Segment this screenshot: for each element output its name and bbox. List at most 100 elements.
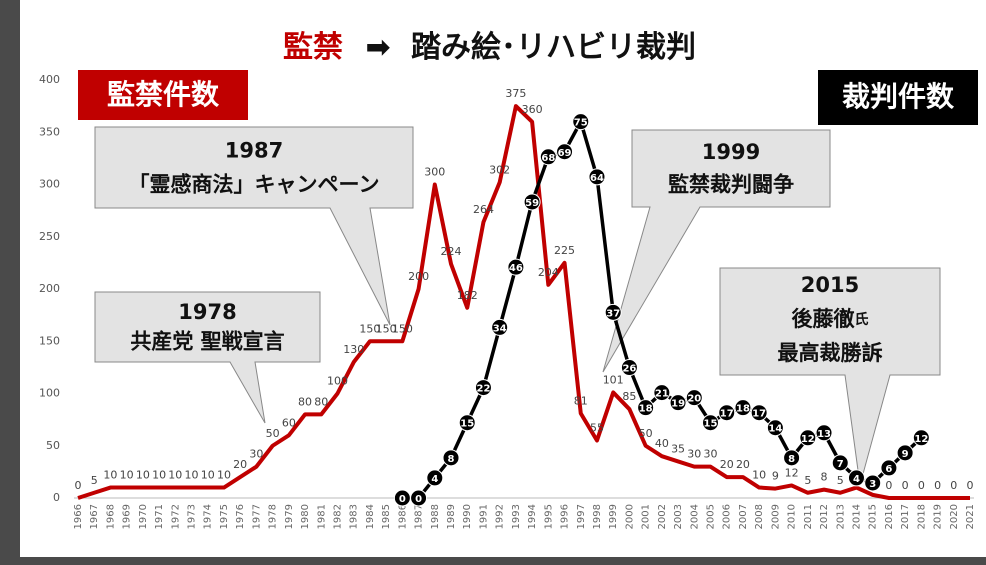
x-tick-label: 1996 xyxy=(560,504,571,529)
data-label: 8 xyxy=(821,471,828,484)
data-label: 0 xyxy=(902,479,909,492)
chart-title: 監禁 ➡ 踏み絵･リハビリ裁判 xyxy=(283,30,696,65)
x-tick-label: 2021 xyxy=(965,504,976,529)
data-label: 5 xyxy=(91,474,98,487)
data-label: 0 xyxy=(967,479,974,492)
data-label: 150 xyxy=(376,322,397,335)
x-tick-label: 1970 xyxy=(138,504,149,529)
x-tick-label: 1985 xyxy=(381,504,392,529)
y-tick-label: 300 xyxy=(39,178,60,191)
x-tick-label: 1968 xyxy=(105,504,116,529)
data-label: 46 xyxy=(509,263,523,274)
x-tick-label: 2006 xyxy=(722,504,733,529)
data-label: 20 xyxy=(736,458,750,471)
point xyxy=(880,459,898,477)
x-tick-label: 2010 xyxy=(787,504,798,529)
callout-text: 後藤徹氏 xyxy=(792,307,869,331)
callout xyxy=(719,267,941,486)
data-label: 15 xyxy=(460,419,474,430)
data-label: 8 xyxy=(788,454,795,465)
data-label: 40 xyxy=(655,437,669,450)
legend-label: 裁判件数 xyxy=(842,80,955,113)
point xyxy=(539,148,557,166)
point xyxy=(783,449,801,467)
data-label: 130 xyxy=(343,343,364,356)
x-tick-label: 2013 xyxy=(835,504,846,529)
x-tick-label: 2012 xyxy=(819,504,830,529)
point xyxy=(815,424,833,442)
data-label: 150 xyxy=(359,322,380,335)
y-tick-label: 100 xyxy=(39,387,60,400)
data-label: 6 xyxy=(885,464,892,475)
data-label: 0 xyxy=(415,494,422,505)
x-tick-label: 1969 xyxy=(122,504,133,529)
data-label: 10 xyxy=(185,469,199,482)
data-label: 10 xyxy=(103,469,117,482)
x-tick-label: 1992 xyxy=(495,504,506,529)
x-tick-label: 1979 xyxy=(284,504,295,529)
data-label: 0 xyxy=(75,479,82,492)
data-label: 0 xyxy=(399,494,406,505)
data-label: 10 xyxy=(752,469,766,482)
x-tick-label: 2019 xyxy=(933,504,944,529)
data-label: 10 xyxy=(168,469,182,482)
x-tick-label: 1973 xyxy=(187,504,198,529)
data-label: 85 xyxy=(622,390,636,403)
data-label: 101 xyxy=(603,373,624,386)
x-tick-label: 1971 xyxy=(154,504,165,529)
x-tick-label: 1989 xyxy=(446,504,457,529)
point xyxy=(766,419,784,437)
data-label: 18 xyxy=(639,404,653,415)
title-part: 踏み絵･リハビリ裁判 xyxy=(411,30,696,65)
point xyxy=(702,414,720,432)
data-label: 59 xyxy=(525,198,539,209)
callout-text: 1987 xyxy=(225,138,283,162)
callout-text: 後藤徹 xyxy=(792,307,856,331)
x-tick-label: 2003 xyxy=(673,504,684,529)
legend-box xyxy=(78,70,248,120)
callout xyxy=(602,129,831,373)
point xyxy=(572,113,590,131)
callout-text: 2015 xyxy=(801,273,859,297)
point xyxy=(410,489,428,507)
data-label: 8 xyxy=(448,454,455,465)
point xyxy=(896,444,914,462)
data-label: 22 xyxy=(476,384,490,395)
point xyxy=(491,318,509,336)
point xyxy=(912,429,930,447)
data-label: 80 xyxy=(298,395,312,408)
y-tick-label: 150 xyxy=(39,334,60,347)
data-label: 264 xyxy=(473,203,494,216)
x-tick-label: 2015 xyxy=(868,504,879,529)
x-tick-label: 1974 xyxy=(203,504,214,529)
x-tick-label: 2002 xyxy=(657,504,668,529)
callout-text: 共産党 聖戦宣言 xyxy=(130,329,284,353)
x-tick-label: 2020 xyxy=(949,504,960,529)
data-label: 360 xyxy=(522,103,543,116)
x-tick-label: 1987 xyxy=(414,504,425,529)
point xyxy=(474,379,492,397)
point xyxy=(426,469,444,487)
data-label: 20 xyxy=(687,394,701,405)
data-label: 17 xyxy=(720,409,734,420)
callout-text: 1999 xyxy=(702,140,760,164)
point xyxy=(588,168,606,186)
data-label: 5 xyxy=(804,474,811,487)
x-tick-label: 2009 xyxy=(770,504,781,529)
callout-text: 最高裁勝訴 xyxy=(778,341,883,365)
point xyxy=(653,384,671,402)
data-label: 10 xyxy=(201,469,215,482)
x-tick-label: 1972 xyxy=(170,504,181,529)
data-label: 150 xyxy=(392,322,413,335)
data-label: 0 xyxy=(950,479,957,492)
point xyxy=(556,143,574,161)
data-label: 204 xyxy=(538,266,559,279)
x-tick-label: 1995 xyxy=(543,504,554,529)
data-label: 9 xyxy=(772,470,779,483)
y-tick-label: 250 xyxy=(39,230,60,243)
point xyxy=(847,469,865,487)
data-label: 300 xyxy=(424,166,445,179)
legend-label: 監禁件数 xyxy=(107,78,220,111)
x-tick-label: 2001 xyxy=(641,504,652,529)
